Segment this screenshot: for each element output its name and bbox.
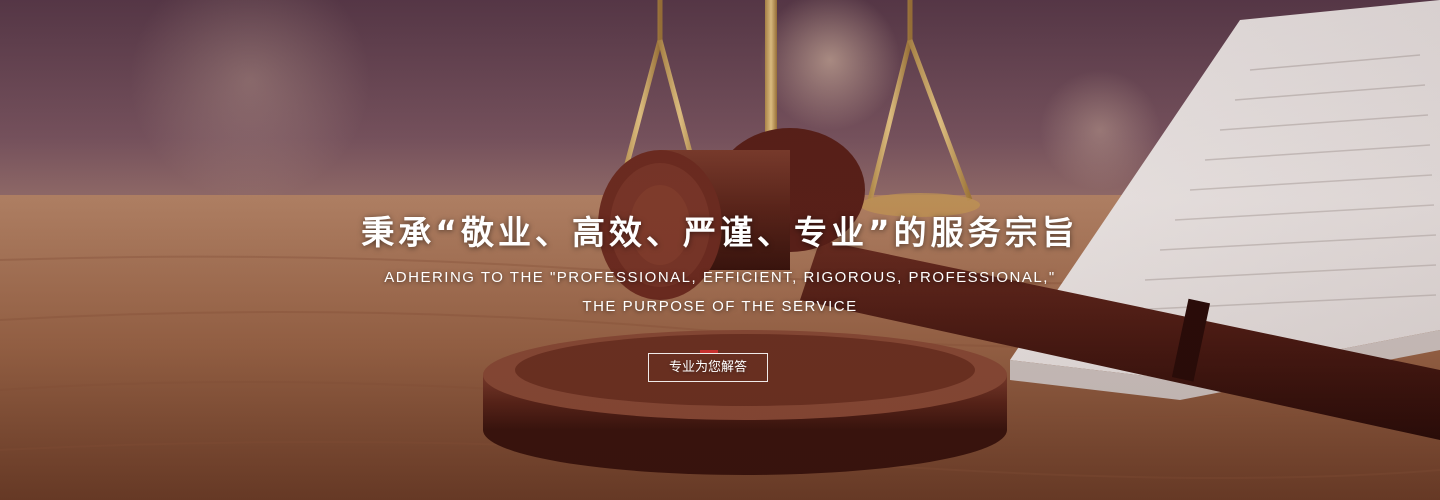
banner-subline-2: THE PURPOSE OF THE SERVICE — [582, 298, 858, 315]
banner-subline-1: ADHERING TO THE "PROFESSIONAL, EFFICIENT… — [384, 269, 1056, 286]
banner-headline: 秉承“敬业、高效、严谨、专业”的服务宗旨 — [361, 213, 1079, 252]
cta-accent-bar — [700, 350, 718, 353]
consult-button[interactable]: 专业为您解答 — [648, 353, 768, 382]
